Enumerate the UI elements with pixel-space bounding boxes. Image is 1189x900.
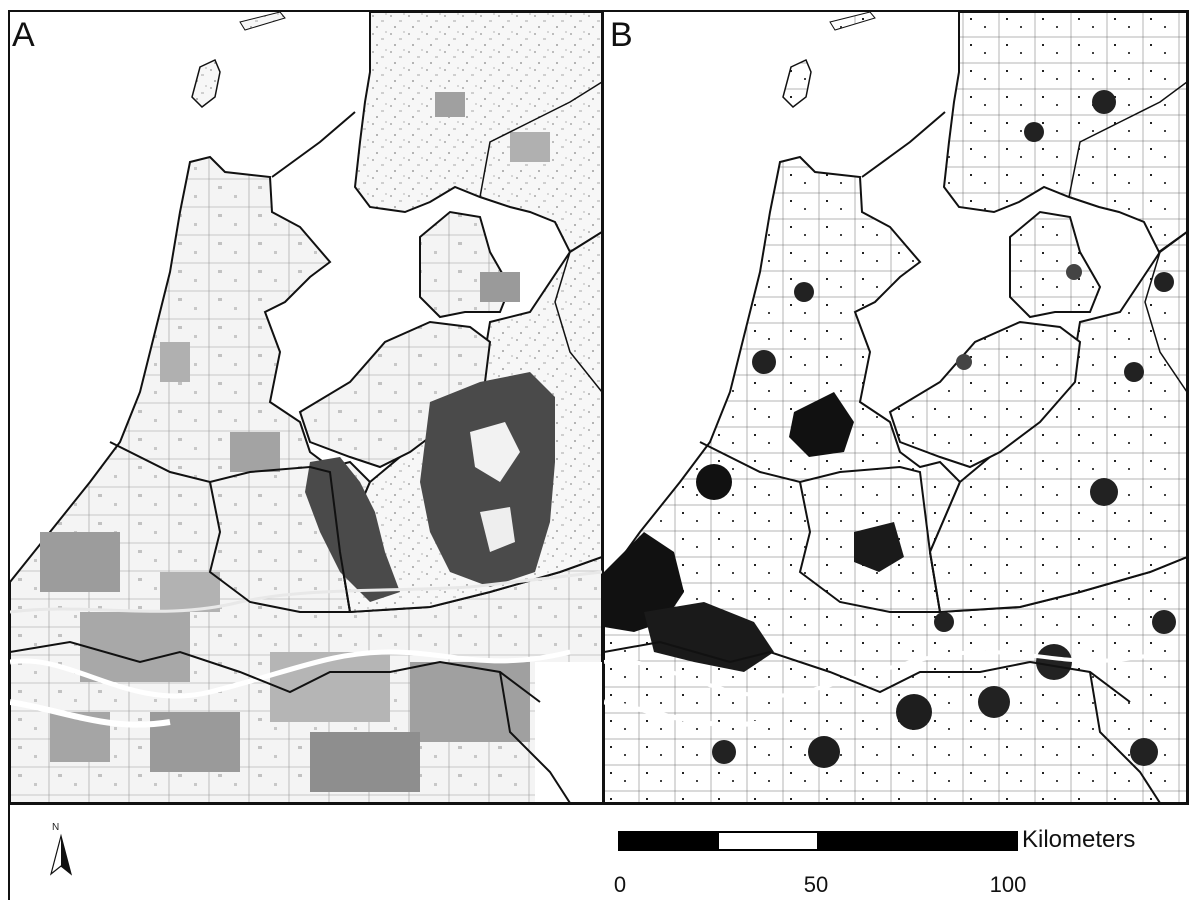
forest-veluwe — [420, 372, 555, 587]
island-vlieland — [239, 12, 286, 31]
north-letter: N — [52, 822, 60, 833]
scalebar-unit: Kilometers — [1022, 826, 1136, 853]
boundary-a-1 — [109, 441, 351, 613]
panel-label-a: A — [12, 16, 36, 54]
map-b-canvas — [604, 12, 1187, 803]
river-waal — [10, 649, 571, 699]
scalebar-tick-100: 100 — [989, 872, 1027, 897]
island-texel — [191, 58, 221, 108]
no-data-area — [535, 662, 602, 802]
scalebar-segment-2 — [817, 831, 1018, 851]
scalebar-tick-0: 0 — [613, 872, 627, 897]
urban-rotterdam — [644, 602, 774, 672]
scalebar-segment-1 — [717, 831, 819, 851]
urban-amsterdam — [789, 392, 854, 457]
scalebar — [618, 831, 1018, 851]
scalebar-segment-0 — [618, 831, 719, 851]
panel-divider — [602, 10, 604, 805]
urban-den-haag — [604, 532, 684, 632]
panel-label-b: B — [610, 16, 634, 54]
forest-utrecht-ridge — [305, 457, 400, 602]
scalebar-tick-50: 50 — [803, 872, 829, 897]
map-panel-b — [604, 12, 1187, 803]
map-a-canvas — [10, 12, 602, 803]
map-panel-a — [10, 12, 602, 803]
afsluitdijk — [271, 111, 356, 178]
urban-utrecht — [854, 522, 904, 572]
legend-frame-edge — [8, 805, 10, 900]
north-arrow-icon — [49, 833, 73, 876]
